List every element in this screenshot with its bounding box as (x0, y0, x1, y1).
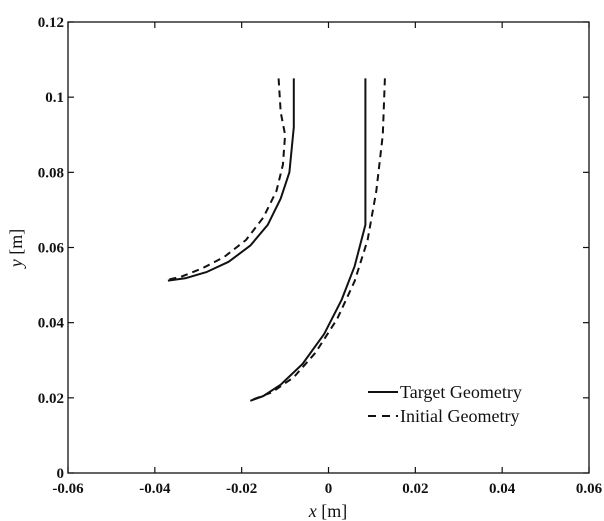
x-tick-label: -0.06 (52, 481, 84, 497)
series-target-curve-2 (249, 78, 367, 402)
plot-frame (67, 21, 590, 474)
x-tick-label: -0.04 (139, 481, 171, 497)
x-axis-symbol: x (308, 501, 317, 521)
x-axis-unit: [m] (317, 501, 348, 521)
plot-background (68, 22, 589, 473)
tick-labels: -0.06 -0.04 -0.02 0 0.02 0.04 0.06 0 0.02 0.04 0.0… (38, 15, 603, 497)
x-tick-label: 0.02 (402, 481, 428, 497)
y-tick-label: 0.06 (38, 241, 65, 257)
legend-label-target: Target Geometry (400, 382, 522, 402)
x-tick-label: 0 (325, 481, 333, 497)
y-tick-label: 0.1 (45, 90, 64, 106)
series-initial-curve-1 (165, 78, 287, 282)
legend-label-initial: Initial Geometry (400, 406, 519, 426)
y-tick-label: 0.02 (38, 391, 64, 407)
series-lines (165, 78, 386, 402)
y-tick-label: 0 (57, 466, 65, 482)
x-tick-label: 0.04 (489, 481, 516, 497)
x-tick-label: 0.06 (576, 481, 603, 497)
series-initial-curve-2 (249, 78, 386, 402)
y-axis-label: y [m] (6, 229, 26, 270)
series-target-curve-1 (167, 78, 295, 282)
y-tick-label: 0.12 (38, 15, 64, 31)
legend: Target Geometry Initial Geometry (368, 382, 522, 426)
y-axis-unit: [m] (6, 229, 26, 260)
x-axis-label: x [m] (308, 501, 348, 521)
y-tick-label: 0.08 (38, 165, 64, 181)
y-axis-symbol: y (6, 259, 26, 269)
x-tick-label: -0.02 (226, 481, 257, 497)
y-tick-label: 0.04 (38, 316, 65, 332)
